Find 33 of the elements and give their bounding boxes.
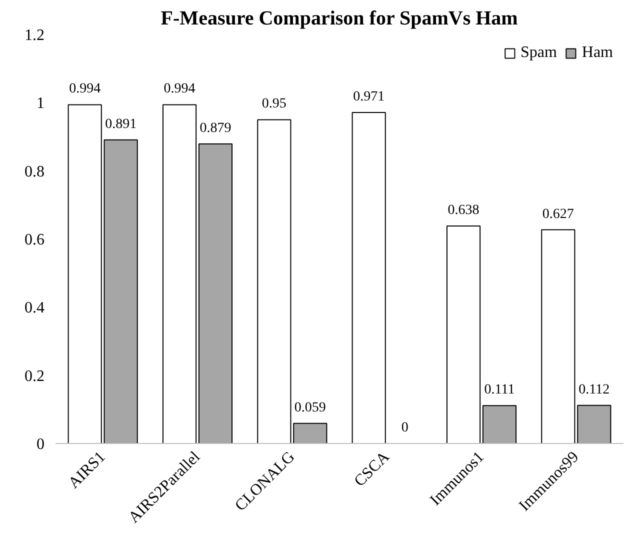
bar [162,104,197,444]
data-label: 0.627 [542,206,574,222]
y-tick-label: 1.2 [24,27,44,44]
bar [352,112,386,444]
bar [104,139,138,444]
bar [198,143,233,444]
data-label: 0.994 [164,82,196,97]
bar [482,405,517,444]
bar [577,404,612,444]
data-label: 0.891 [105,116,137,132]
bar [446,226,481,444]
data-label: 0.638 [448,203,480,218]
data-label: 0.112 [578,382,610,398]
y-tick-label: 0.2 [24,368,44,385]
bar [293,422,328,444]
data-label: 0.111 [484,382,515,398]
bar [541,229,576,444]
legend-label: Spam [520,44,557,62]
y-tick-label: 0.6 [24,232,44,248]
data-label: 0.059 [294,400,326,416]
y-tick-label: 0.8 [24,163,44,180]
chart-title: F-Measure Comparison for SpamVs Ham [160,8,518,30]
legend-label: Ham [582,44,613,62]
data-label: 0 [401,420,408,436]
y-tick-label: 1 [36,95,44,112]
data-label: 0.971 [353,90,385,105]
y-tick-label: 0 [36,436,44,453]
y-tick-label: 0.4 [24,300,44,317]
data-label: 0.95 [262,96,286,112]
bar [257,119,292,444]
data-label: 0.879 [200,120,232,136]
data-label: 0.994 [69,82,101,97]
bar [68,104,102,444]
